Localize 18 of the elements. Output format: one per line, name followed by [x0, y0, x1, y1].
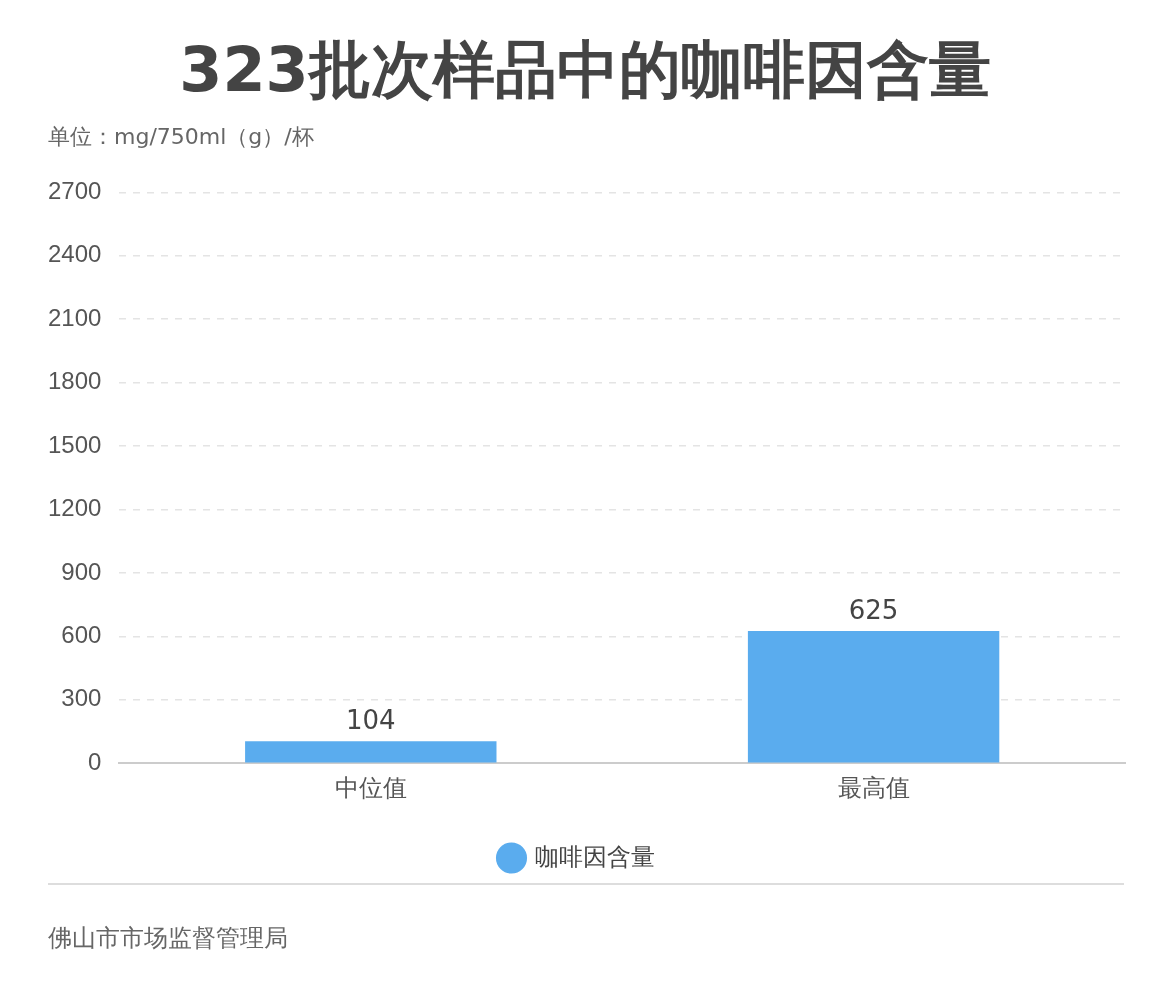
y-tick-label: 900	[61, 557, 102, 585]
y-tick-label: 1200	[48, 494, 102, 522]
data-label: 104	[345, 704, 396, 735]
data-label: 625	[848, 594, 899, 625]
y-tick-label: 2400	[48, 240, 102, 268]
y-tick-label: 300	[61, 684, 102, 712]
text: 佛山市市场监督管理局	[48, 923, 288, 954]
x-tick-label: 最高值	[837, 774, 910, 802]
y-tick-label: 600	[61, 620, 102, 648]
y-tick-label: 1800	[48, 367, 102, 395]
chart-title: 323批次样品中的咖啡因含量	[178, 32, 992, 108]
y-tick-label: 2100	[48, 303, 102, 331]
y-tick-label: 1500	[48, 430, 102, 458]
y-tick-label: 0	[88, 747, 102, 775]
y-tick-label: 2700	[48, 177, 102, 205]
legend-label: 咖啡因含量	[534, 842, 655, 870]
x-tick-label: 中位值	[334, 774, 407, 802]
y-axis-title: 单位：mg/750ml（g）/杯	[48, 123, 314, 151]
